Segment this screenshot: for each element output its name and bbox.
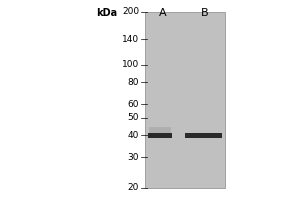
Text: 140: 140: [122, 35, 139, 44]
Text: 20: 20: [128, 183, 139, 192]
Text: B: B: [201, 8, 209, 18]
Bar: [185, 133, 222, 138]
Text: 40: 40: [128, 131, 139, 140]
Text: 30: 30: [128, 153, 139, 162]
Text: kDa: kDa: [96, 8, 118, 18]
Text: 200: 200: [122, 7, 139, 16]
Text: A: A: [159, 8, 167, 18]
Bar: [145, 12, 225, 188]
Text: 60: 60: [128, 100, 139, 109]
Text: 80: 80: [128, 78, 139, 87]
Text: 100: 100: [122, 60, 139, 69]
Text: 50: 50: [128, 113, 139, 122]
Bar: [148, 133, 172, 138]
Bar: [149, 127, 171, 133]
